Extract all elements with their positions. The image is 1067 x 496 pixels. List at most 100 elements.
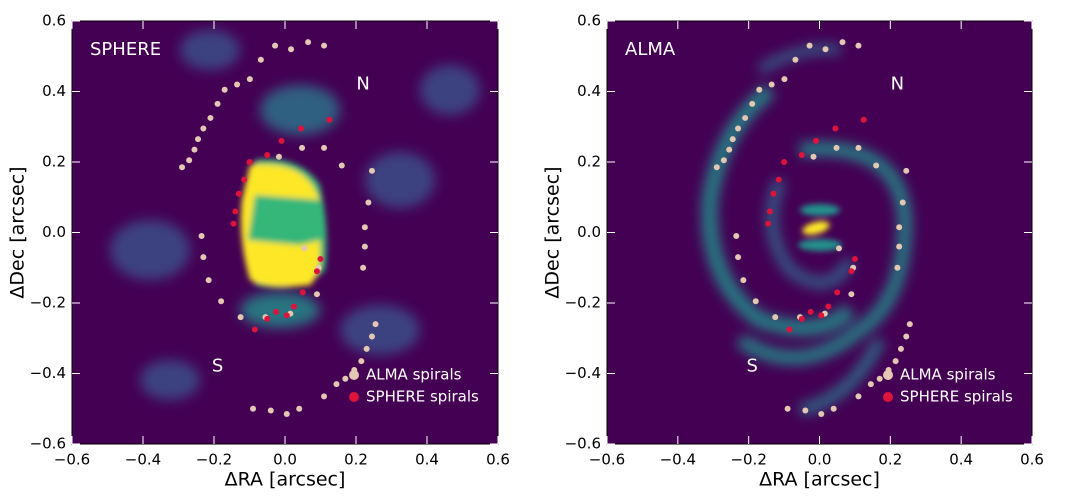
x-tick-label: 0.6 — [486, 451, 510, 469]
x-tick-label: −0.4 — [125, 451, 161, 469]
data-point — [729, 136, 736, 143]
x-tick-label: 0.0 — [273, 451, 297, 469]
data-point — [775, 176, 782, 183]
data-point — [321, 42, 328, 49]
data-point — [326, 116, 333, 123]
data-point — [896, 243, 903, 250]
data-point — [835, 245, 842, 252]
y-tick-label: 0.0 — [42, 223, 66, 241]
data-point — [195, 136, 202, 143]
y-tick-label: −0.4 — [565, 364, 601, 382]
data-point — [230, 220, 237, 227]
data-point — [317, 255, 324, 262]
data-point — [296, 405, 303, 412]
annotation: N — [356, 73, 369, 94]
data-point — [235, 190, 242, 197]
x-tick-label: −0.4 — [660, 451, 696, 469]
x-tick-label: 0.6 — [1020, 451, 1044, 469]
y-tick-label: 0.6 — [577, 12, 601, 30]
data-point — [313, 268, 320, 275]
data-point — [798, 315, 805, 322]
data-point — [283, 312, 290, 319]
data-point — [301, 245, 308, 252]
data-point — [333, 381, 340, 388]
data-point — [267, 407, 274, 414]
data-point — [834, 289, 841, 296]
y-tick-label: 0.0 — [577, 223, 601, 241]
data-point — [186, 157, 193, 164]
x-axis-label: ΔRA [arcsec] — [225, 469, 346, 491]
data-point — [855, 42, 862, 49]
data-point — [273, 308, 280, 315]
legend-label: SPHERE spirals — [900, 388, 1013, 406]
data-point — [855, 144, 862, 151]
data-point — [257, 56, 264, 63]
x-tick-label: −0.6 — [54, 451, 90, 469]
annotation: S — [746, 355, 757, 376]
data-point — [205, 277, 212, 284]
data-point — [283, 411, 290, 418]
plot-area — [713, 39, 913, 418]
data-point — [894, 264, 901, 271]
data-point — [833, 144, 840, 151]
legend-marker — [883, 370, 893, 380]
data-point — [807, 308, 814, 315]
legend-marker — [883, 392, 893, 402]
data-point — [372, 321, 379, 328]
data-point — [792, 56, 799, 63]
panel-title: SPHERE — [90, 39, 161, 60]
data-point — [342, 375, 349, 382]
x-tick-label: 0.0 — [808, 451, 832, 469]
data-point — [896, 224, 903, 231]
data-point — [338, 162, 345, 169]
data-point — [806, 42, 813, 49]
data-point — [786, 326, 793, 333]
data-point — [899, 199, 906, 206]
data-point — [198, 233, 205, 240]
data-point — [221, 86, 228, 93]
data-point — [825, 303, 832, 310]
data-point — [272, 42, 279, 49]
data-point — [360, 264, 367, 271]
data-point — [250, 405, 257, 412]
annotation: N — [891, 73, 904, 94]
data-point — [720, 157, 727, 164]
data-point — [299, 144, 306, 151]
data-point — [313, 291, 320, 298]
data-point — [218, 298, 225, 305]
data-point — [756, 86, 763, 93]
data-point — [798, 151, 805, 158]
data-point — [848, 268, 855, 275]
data-point — [713, 164, 720, 171]
y-tick-label: 0.4 — [42, 82, 66, 100]
data-point — [321, 393, 328, 400]
data-point — [768, 81, 775, 88]
data-point — [288, 46, 295, 53]
image-background — [607, 21, 1032, 444]
plot-area — [179, 39, 379, 418]
panel-title: ALMA — [625, 39, 676, 60]
data-point — [358, 358, 365, 365]
data-point — [368, 333, 375, 340]
y-tick-label: −0.2 — [30, 294, 66, 312]
data-point — [876, 375, 883, 382]
legend-label: SPHERE spirals — [366, 388, 479, 406]
data-point — [321, 144, 328, 151]
x-tick-label: 0.4 — [949, 451, 973, 469]
data-point — [781, 159, 788, 165]
data-point — [867, 381, 874, 388]
data-point — [832, 125, 839, 132]
data-point — [264, 151, 271, 158]
data-point — [903, 333, 910, 340]
y-axis-label: ΔDec [arcsec] — [542, 166, 564, 298]
data-point — [903, 167, 910, 174]
data-point — [752, 298, 759, 305]
x-tick-label: −0.2 — [730, 451, 766, 469]
data-point — [237, 314, 244, 321]
data-point — [264, 315, 271, 322]
data-point — [812, 137, 819, 144]
data-point — [818, 312, 825, 319]
y-tick-label: −0.2 — [565, 294, 601, 312]
